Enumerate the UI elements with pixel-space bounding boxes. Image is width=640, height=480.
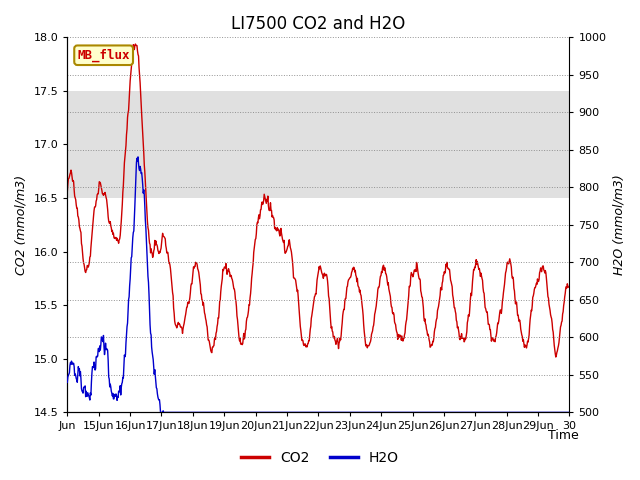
H2O — [273, 409, 280, 415]
Text: MB_flux: MB_flux — [77, 48, 130, 62]
CO2 — [566, 285, 573, 290]
CO2 — [273, 227, 280, 232]
Title: LI7500 CO2 and H2O: LI7500 CO2 and H2O — [231, 15, 406, 33]
H2O — [63, 380, 71, 385]
H2O — [157, 409, 164, 415]
CO2 — [541, 270, 548, 276]
CO2 — [360, 322, 367, 327]
H2O — [88, 379, 95, 385]
H2O — [566, 409, 573, 415]
CO2 — [63, 188, 71, 194]
CO2 — [132, 41, 140, 47]
Line: H2O: H2O — [67, 157, 570, 412]
CO2 — [88, 238, 95, 244]
H2O — [134, 154, 142, 160]
CO2 — [549, 327, 557, 333]
H2O — [541, 409, 549, 415]
Y-axis label: CO2 (mmol/m3): CO2 (mmol/m3) — [15, 175, 28, 275]
Line: CO2: CO2 — [67, 44, 570, 357]
Text: Time: Time — [548, 429, 579, 442]
H2O — [157, 409, 165, 415]
H2O — [549, 409, 557, 415]
Y-axis label: H2O (mmol/m3): H2O (mmol/m3) — [612, 174, 625, 275]
Bar — [67, 91, 570, 198]
CO2 — [157, 245, 165, 251]
H2O — [360, 409, 368, 415]
CO2 — [552, 354, 559, 360]
Legend: CO2, H2O: CO2, H2O — [236, 445, 404, 471]
